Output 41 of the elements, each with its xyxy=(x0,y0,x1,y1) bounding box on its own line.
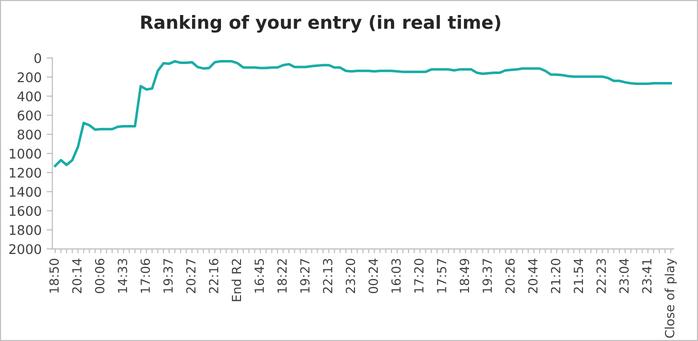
x-tick-label: 14:33 xyxy=(118,258,128,293)
y-tick-label: 600 xyxy=(18,110,42,120)
x-tick-label: 16:45 xyxy=(254,259,264,293)
x-tick-label: 21:20 xyxy=(550,258,560,294)
x-tick-label: 18:49 xyxy=(460,258,470,293)
x-tick-label: 23:41 xyxy=(642,259,652,294)
y-tick-label: 800 xyxy=(18,130,42,140)
x-tick-label: 17:06 xyxy=(140,258,150,293)
line-series xyxy=(54,60,672,168)
x-tick-label: 23:04 xyxy=(619,258,629,294)
x-tick-label: 19:27 xyxy=(300,259,310,293)
x-tick-label: 22:23 xyxy=(596,258,606,294)
y-tick-label: 1000 xyxy=(10,148,42,159)
y-tick-label: 400 xyxy=(17,91,42,102)
x-tick-label: 20:14 xyxy=(72,258,82,294)
y-tick-label: 0 xyxy=(34,53,42,64)
x-tick-label: Close of play xyxy=(664,258,677,338)
y-tick-label: 1400 xyxy=(10,186,42,197)
x-tick-label: 22:16 xyxy=(208,258,218,294)
y-tick-label: 2000 xyxy=(9,244,42,254)
y-tick-label: 1800 xyxy=(10,225,42,236)
x-tick-label: End R2 xyxy=(232,259,242,302)
x-tick-label: 16:03 xyxy=(391,258,401,293)
x-tick-label: 17:20 xyxy=(414,258,424,293)
y-tick-label: 200 xyxy=(18,72,42,82)
x-tick-label: 19:37 xyxy=(163,259,173,293)
x-tick-label: 20:27 xyxy=(186,259,196,294)
x-tick-label: 18:22 xyxy=(277,259,287,293)
x-tick-label: 00:24 xyxy=(368,258,378,294)
x-tick-label: 23:20 xyxy=(346,258,356,294)
x-tick-label: 21:54 xyxy=(574,258,584,294)
x-tick-label: 20:44 xyxy=(528,258,538,294)
x-tick-label: 22:13 xyxy=(322,258,332,294)
x-tick-label: 17:57 xyxy=(437,259,446,293)
chart-title: Ranking of your entry (in real time) xyxy=(141,15,500,33)
x-tick-label: 18:50 xyxy=(49,258,59,293)
x-tick-label: 19:37 xyxy=(482,259,492,293)
x-tick-label: 20:26 xyxy=(505,258,515,294)
x-tick-label: 00:06 xyxy=(94,258,104,294)
y-tick-label: 1200 xyxy=(10,168,42,178)
y-tick-label: 1600 xyxy=(10,206,42,216)
